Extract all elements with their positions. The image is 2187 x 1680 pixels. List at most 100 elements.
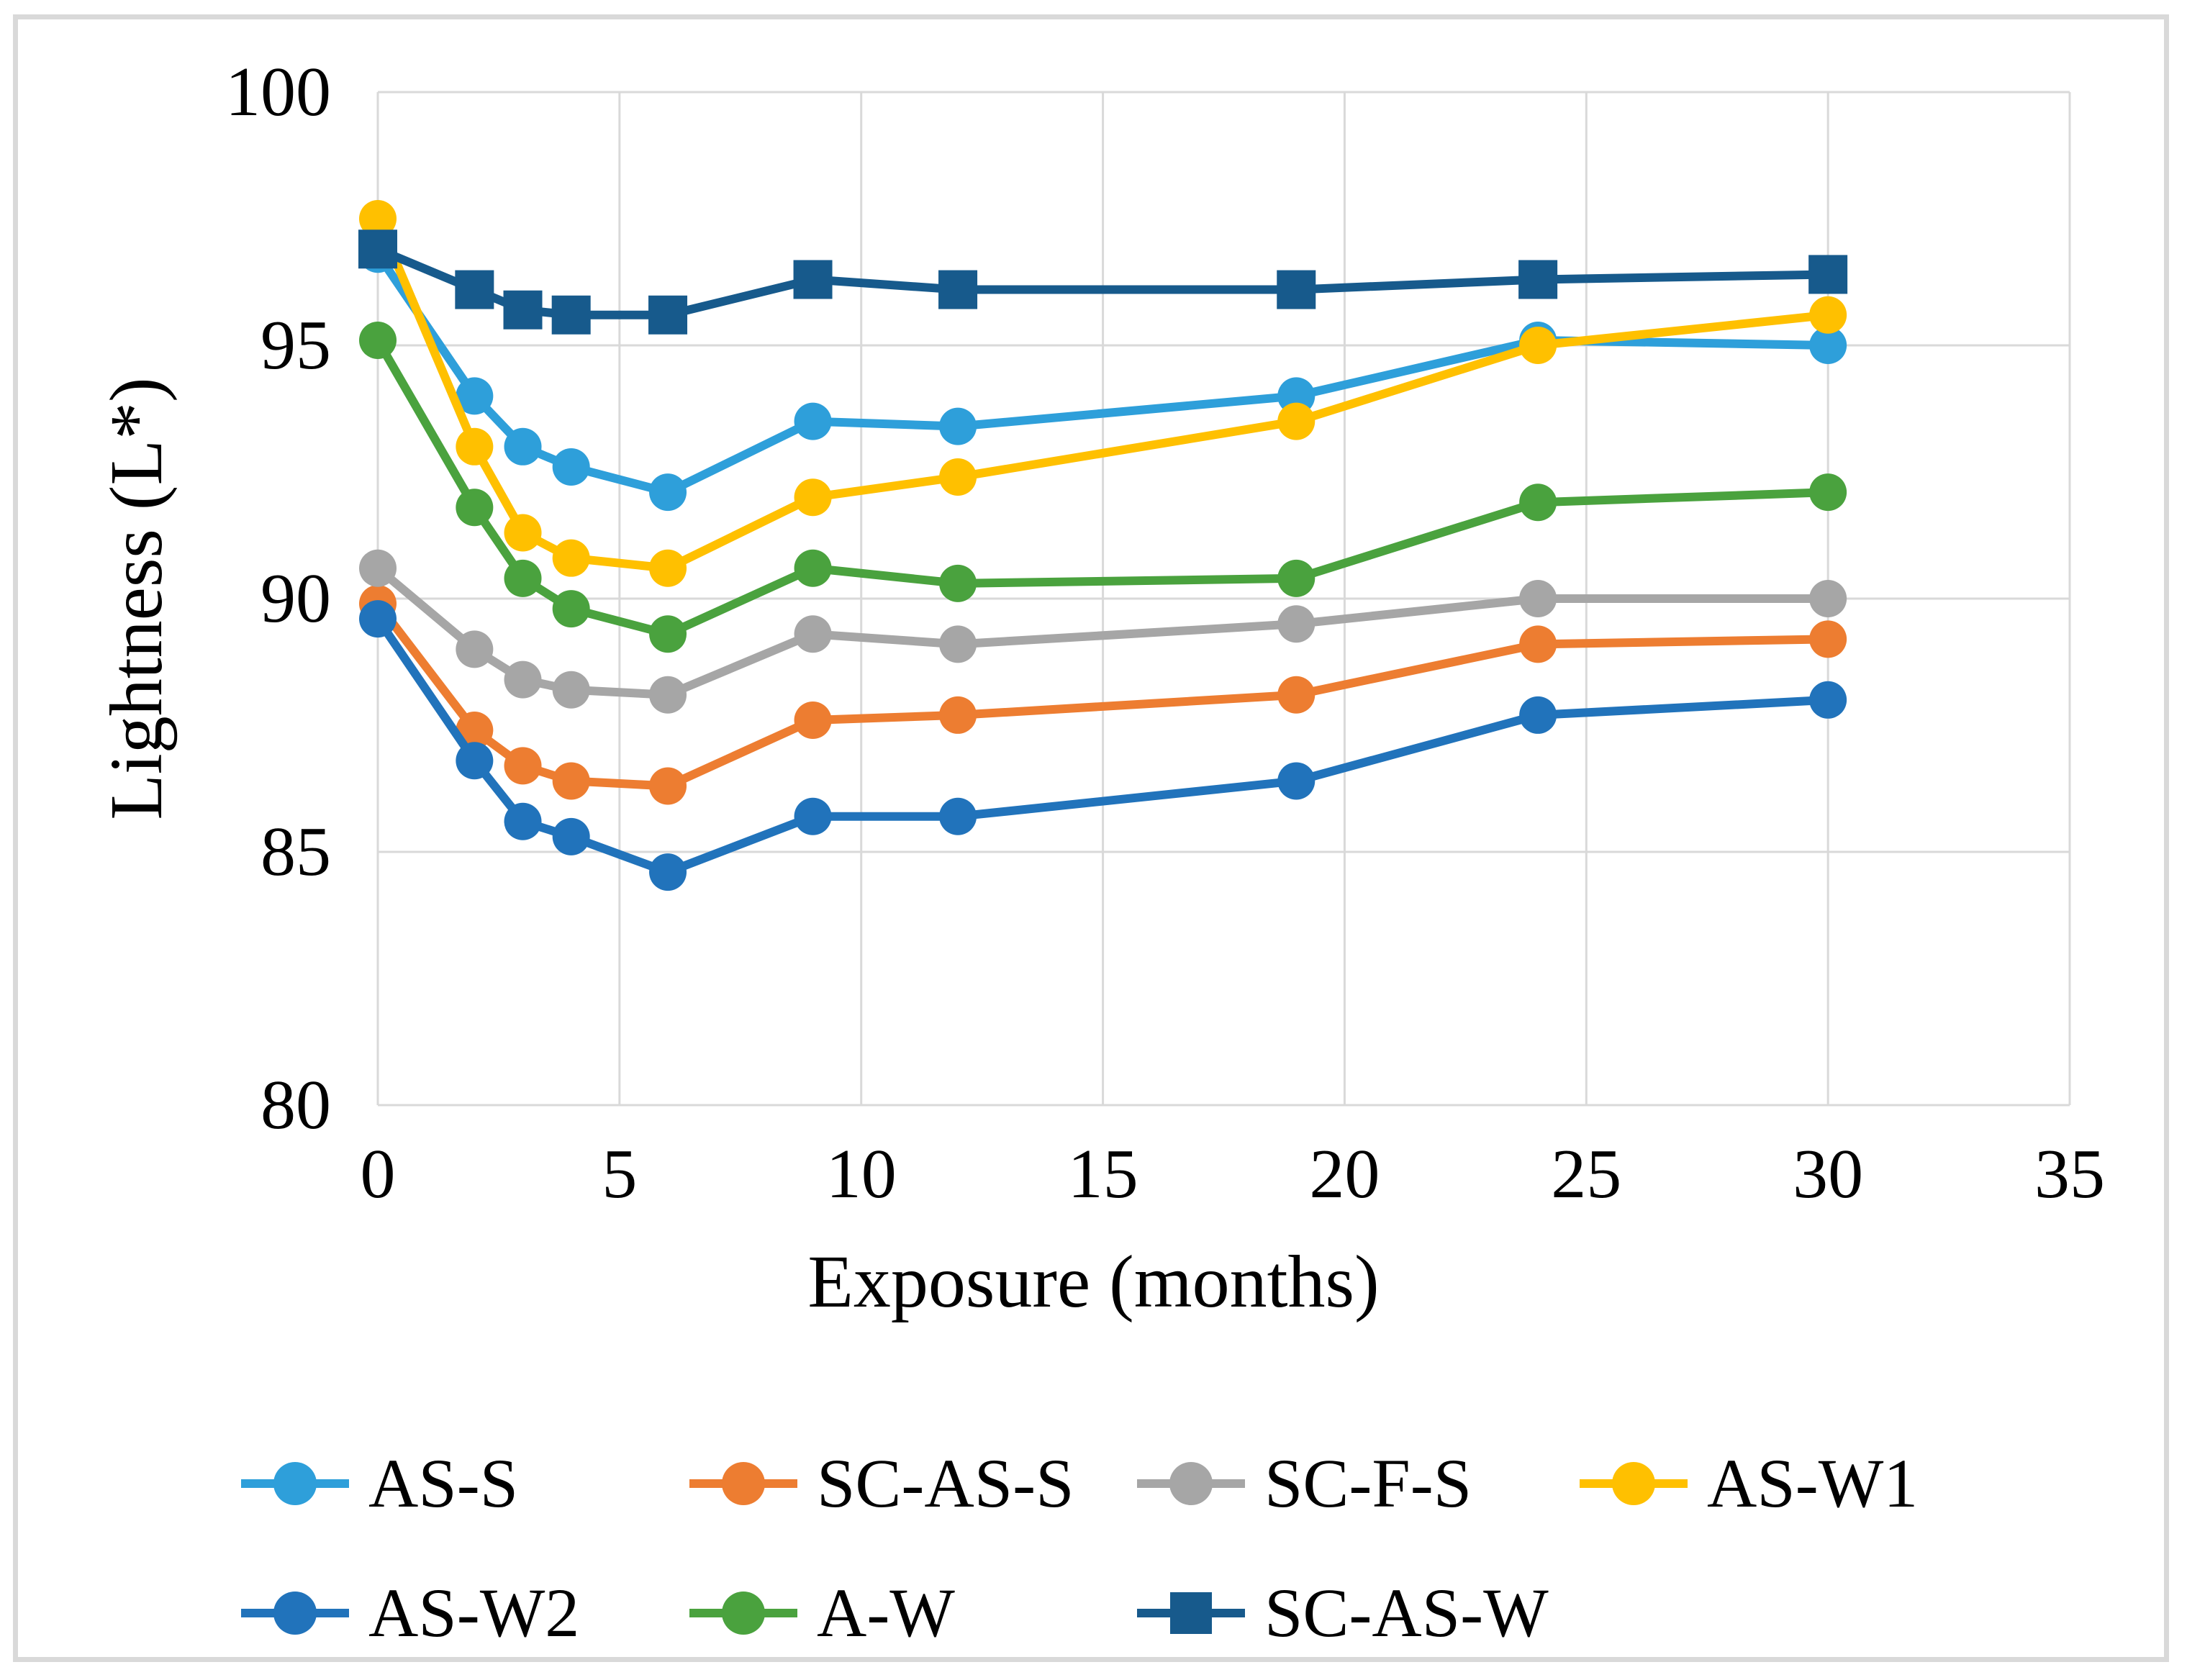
y-tick-label: 80 xyxy=(261,1066,331,1144)
x-tick-label: 25 xyxy=(1551,1135,1622,1213)
y-tick-label: 95 xyxy=(261,307,331,384)
series-line-AS-W1 xyxy=(373,214,1833,573)
x-tick-label: 20 xyxy=(1309,1135,1380,1213)
series-marker-SC-AS-W xyxy=(358,230,397,269)
series-marker-AS-W2 xyxy=(456,742,494,780)
legend-label: AS-S xyxy=(368,1445,519,1522)
series-line-AS-S xyxy=(373,250,1833,497)
series-marker-AS-W2 xyxy=(939,797,977,835)
series-line-A-W xyxy=(373,335,1833,639)
legend-item-AS-S: AS-S xyxy=(237,1446,518,1521)
series-marker-SC-AS-W xyxy=(455,270,494,309)
circle-marker-icon xyxy=(1612,1462,1655,1505)
legend-label: AS-W1 xyxy=(1707,1445,1919,1522)
series-marker-SC-AS-S xyxy=(1519,625,1557,663)
series-marker-SC-AS-S xyxy=(1809,620,1847,658)
series-marker-AS-W1 xyxy=(1519,327,1557,364)
series-marker-A-W xyxy=(552,590,590,628)
legend-swatch xyxy=(689,1462,797,1505)
series-marker-AS-S xyxy=(794,402,832,440)
series-marker-AS-W1 xyxy=(504,514,542,552)
series-marker-SC-F-S xyxy=(359,549,397,587)
x-tick-label: 15 xyxy=(1067,1135,1138,1213)
series-marker-SC-AS-W xyxy=(938,270,978,309)
x-tick-label: 35 xyxy=(2034,1135,2105,1213)
legend-item-SC-F-S: SC-F-S xyxy=(1133,1446,1472,1521)
series-marker-SC-AS-S xyxy=(552,762,590,800)
circle-marker-icon xyxy=(273,1462,317,1505)
series-marker-SC-AS-W xyxy=(1808,255,1848,294)
series-marker-A-W xyxy=(359,321,397,359)
y-axis-title: Lightness (L*) xyxy=(95,377,178,820)
circle-marker-icon xyxy=(722,1462,765,1505)
series-marker-SC-F-S xyxy=(794,615,832,653)
legend-item-SC-AS-W: SC-AS-W xyxy=(1133,1576,1549,1651)
circle-marker-icon xyxy=(273,1592,317,1635)
circle-marker-icon xyxy=(1169,1462,1213,1505)
x-tick-label: 30 xyxy=(1793,1135,1864,1213)
legend-swatch xyxy=(241,1462,349,1505)
series-marker-A-W xyxy=(456,489,494,527)
series-marker-SC-F-S xyxy=(649,676,687,714)
x-tick-label: 5 xyxy=(602,1135,638,1213)
series-marker-SC-AS-S xyxy=(649,767,687,805)
series-marker-SC-AS-W xyxy=(793,260,833,299)
series-marker-AS-W1 xyxy=(456,427,494,466)
series-line-SC-AS-S xyxy=(373,599,1833,791)
series-marker-SC-F-S xyxy=(504,660,542,699)
legend-label: SC-AS-W xyxy=(1264,1574,1549,1651)
series-marker-A-W xyxy=(504,559,542,597)
series-marker-AS-S xyxy=(504,427,542,466)
series-marker-SC-F-S xyxy=(552,671,590,709)
x-axis-title: Exposure (months) xyxy=(807,1240,1380,1323)
series-marker-SC-AS-W xyxy=(1518,260,1558,299)
legend-swatch xyxy=(1137,1462,1245,1505)
series-marker-SC-F-S xyxy=(1277,605,1316,643)
series-line-SC-AS-W xyxy=(373,245,1833,319)
series-marker-AS-W2 xyxy=(1519,696,1557,734)
series-marker-AS-S xyxy=(649,473,687,512)
series-marker-SC-F-S xyxy=(1519,580,1557,617)
y-tick-label: 85 xyxy=(261,813,331,891)
series-marker-A-W xyxy=(939,564,977,602)
legend-label: A-W xyxy=(817,1574,955,1651)
series-line-SC-F-S xyxy=(373,563,1833,699)
y-tick-label: 100 xyxy=(225,53,331,131)
series-marker-AS-W2 xyxy=(1277,762,1316,800)
series-marker-SC-AS-W xyxy=(1277,270,1316,309)
series-marker-SC-AS-W xyxy=(503,290,543,330)
series-marker-AS-S xyxy=(552,448,590,486)
series-marker-AS-W1 xyxy=(1809,296,1847,334)
legend-label: SC-AS-S xyxy=(817,1445,1074,1522)
x-tick-label: 0 xyxy=(360,1135,396,1213)
series-marker-A-W xyxy=(1277,559,1316,597)
series-marker-AS-W1 xyxy=(359,200,397,237)
legend-item-AS-W1: AS-W1 xyxy=(1576,1446,1918,1521)
legend-swatch xyxy=(241,1592,349,1635)
series-marker-SC-F-S xyxy=(1809,580,1847,617)
series-marker-AS-W1 xyxy=(794,478,832,517)
series-marker-A-W xyxy=(794,549,832,587)
series-marker-AS-S xyxy=(456,377,494,415)
series-marker-AS-S xyxy=(1809,327,1847,364)
series-marker-AS-W1 xyxy=(1277,402,1316,440)
legend-swatch xyxy=(689,1592,797,1635)
series-marker-AS-S xyxy=(939,407,977,445)
x-tick-label: 10 xyxy=(825,1135,897,1213)
series-marker-AS-W1 xyxy=(552,539,590,577)
legend-item-AS-W2: AS-W2 xyxy=(237,1576,579,1651)
series-marker-SC-F-S xyxy=(456,630,494,668)
legend-swatch xyxy=(1580,1462,1688,1505)
series-marker-SC-AS-S xyxy=(939,696,977,734)
series-marker-AS-W2 xyxy=(359,600,397,638)
legend-swatch xyxy=(1137,1592,1245,1634)
series-marker-SC-F-S xyxy=(939,625,977,663)
series-marker-A-W xyxy=(1519,483,1557,522)
series-marker-AS-W1 xyxy=(649,549,687,587)
series-marker-AS-W2 xyxy=(649,853,687,891)
series-marker-SC-AS-S xyxy=(1277,676,1316,714)
legend-label: SC-F-S xyxy=(1264,1445,1472,1522)
series-marker-A-W xyxy=(1809,473,1847,512)
series-marker-SC-AS-S xyxy=(794,701,832,739)
series-marker-SC-AS-S xyxy=(504,747,542,785)
